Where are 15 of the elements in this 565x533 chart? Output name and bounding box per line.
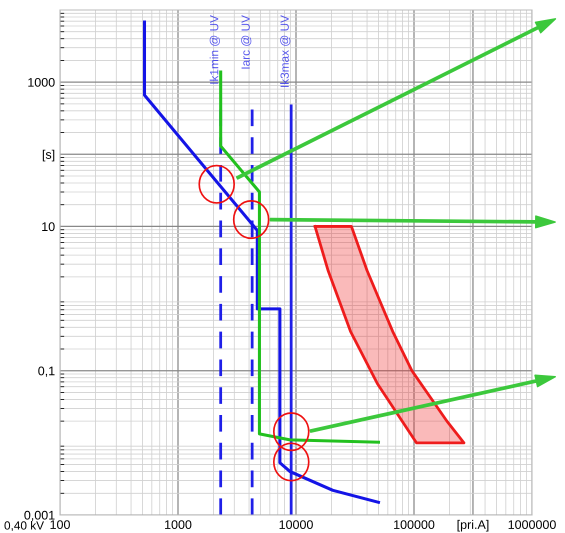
- x-tick-label: 10000: [280, 520, 313, 530]
- y-tick-label: [s]: [42, 150, 54, 162]
- y-tick-label: 1000: [28, 78, 55, 87]
- y-tick-label: 0,1: [38, 366, 55, 377]
- ref-line-label: Ik1min @ UV: [210, 15, 220, 84]
- x-tick-label: 100000: [394, 520, 434, 530]
- x-tick-label: [pri.A]: [458, 520, 488, 532]
- x-tick-label: 1000000: [508, 520, 556, 530]
- x-tick-label: 1000: [165, 520, 192, 530]
- text: 0,40 kV: [4, 520, 44, 532]
- x-tick-label: 100: [50, 520, 70, 530]
- y-tick-label: 10: [42, 222, 55, 232]
- ref-line-label: Ik3max @ UV: [280, 15, 290, 87]
- ref-line-label: Iarc @ UV: [241, 15, 252, 69]
- y-tick-label: 0,001: [24, 510, 55, 522]
